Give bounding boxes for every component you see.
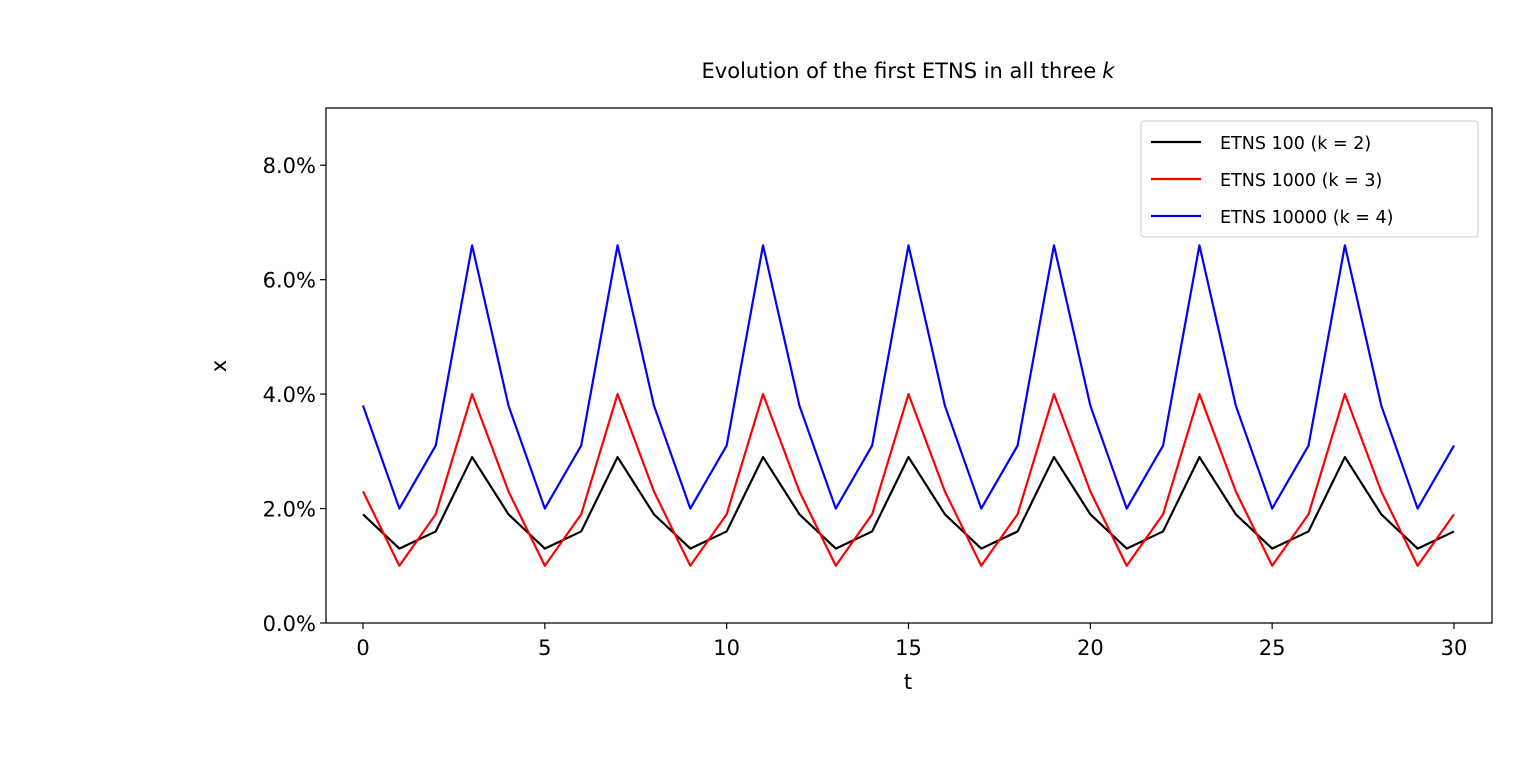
x-tick-label: 25 [1259, 636, 1286, 660]
x-tick-label: 30 [1441, 636, 1468, 660]
series-line-1 [362, 393, 1455, 567]
legend: ETNS 100 (k = 2) ETNS 1000 (k = 3) ETNS 10… [1140, 120, 1479, 238]
series-line-2 [361, 244, 1455, 510]
x-tick-label: 10 [713, 636, 740, 660]
y-tick-label: 6.0% [263, 269, 316, 293]
legend-label-1: ETNS 1000 (k = 3) [1220, 171, 1382, 191]
x-axis-ticks: 0 5 10 15 20 25 30 [356, 623, 1467, 660]
y-tick-label: 4.0% [263, 383, 316, 407]
x-axis-label: t [904, 670, 912, 694]
y-axis-label: x [207, 360, 231, 372]
y-axis-ticks: 0.0% 2.0% 4.0% 6.0% 8.0% [263, 154, 326, 636]
x-tick-label: 0 [356, 636, 369, 660]
x-tick-label: 20 [1077, 636, 1104, 660]
y-tick-label: 0.0% [263, 612, 316, 636]
legend-label-2: ETNS 10000 (k = 4) [1220, 208, 1393, 228]
x-tick-label: 5 [538, 636, 551, 660]
legend-label-0: ETNS 100 (k = 2) [1220, 134, 1371, 154]
series-line-0 [362, 455, 1455, 550]
chart-title: Evolution of the first ETNS in all three… [702, 59, 1116, 83]
legend-frame [1140, 120, 1479, 238]
plot-lines [361, 244, 1455, 567]
x-tick-label: 15 [895, 636, 922, 660]
y-tick-label: 2.0% [263, 498, 316, 522]
y-tick-label: 8.0% [263, 154, 316, 178]
